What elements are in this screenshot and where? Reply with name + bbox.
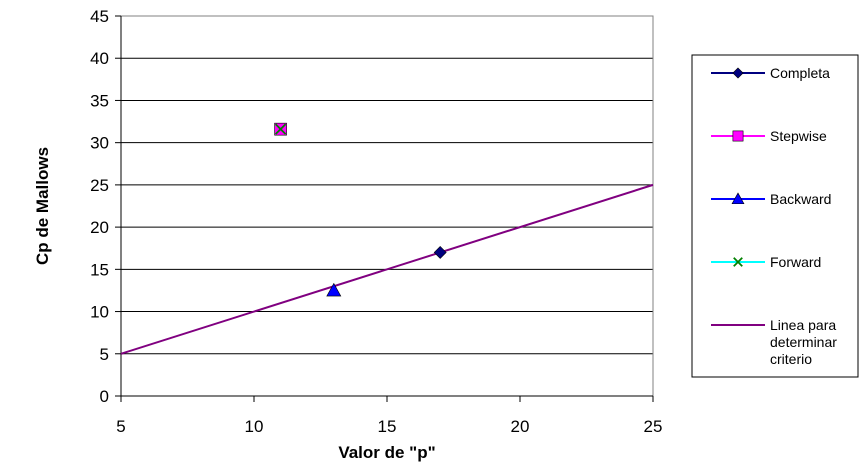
- y-tick-label: 45: [90, 7, 109, 26]
- gridlines: [121, 57, 653, 355]
- y-tick-label: 35: [90, 91, 109, 110]
- legend-label: Stepwise: [770, 128, 827, 144]
- legend-label: Backward: [770, 191, 831, 207]
- y-tick-label: 0: [100, 387, 109, 406]
- legend-label: Linea para: [770, 317, 836, 333]
- data-series: [120, 122, 654, 355]
- x-stroke: [274, 123, 287, 135]
- x-tick-label: 20: [511, 417, 530, 436]
- x-tick-label: 25: [644, 417, 663, 436]
- y-tick-label: 40: [90, 49, 109, 68]
- x-tick-labels: 5 10 15 20 25: [116, 417, 662, 436]
- legend-swatch-marker: [731, 192, 745, 205]
- forward-point: [274, 123, 287, 135]
- y-tick-label: 5: [100, 345, 109, 364]
- legend-label: Completa: [770, 65, 830, 81]
- y-tick-label: 25: [90, 176, 109, 195]
- x-tick-label: 5: [116, 417, 125, 436]
- x-tick-label: 15: [378, 417, 397, 436]
- legend-label: criterio: [770, 351, 812, 367]
- legend-swatch-marker: [732, 67, 744, 79]
- axes: [115, 15, 654, 402]
- plot-area: [120, 15, 654, 397]
- legend-label: Forward: [770, 254, 821, 270]
- x-stroke: [733, 257, 743, 267]
- y-tick-label: 20: [90, 218, 109, 237]
- criterion-line: [120, 183, 654, 355]
- completa-point: [433, 246, 447, 259]
- backward-point: [326, 282, 342, 297]
- legend-swatch-marker: [733, 257, 743, 267]
- legend-swatch-marker: [732, 130, 744, 142]
- legend-box: [691, 54, 859, 378]
- legend-label: determinar: [770, 334, 837, 350]
- y-tick-label: 10: [90, 303, 109, 322]
- legend: Completa Stepwise Backward Forward Linea par…: [691, 54, 859, 378]
- y-tick-labels: 0 5 10 15 20 25 30 35 40 45: [90, 7, 109, 406]
- y-axis-title: Cp de Mallows: [33, 147, 52, 265]
- x-axis-title: Valor de "p": [338, 443, 435, 462]
- y-tick-label: 30: [90, 134, 109, 153]
- x-tick-label: 10: [245, 417, 264, 436]
- y-tick-label: 15: [90, 260, 109, 279]
